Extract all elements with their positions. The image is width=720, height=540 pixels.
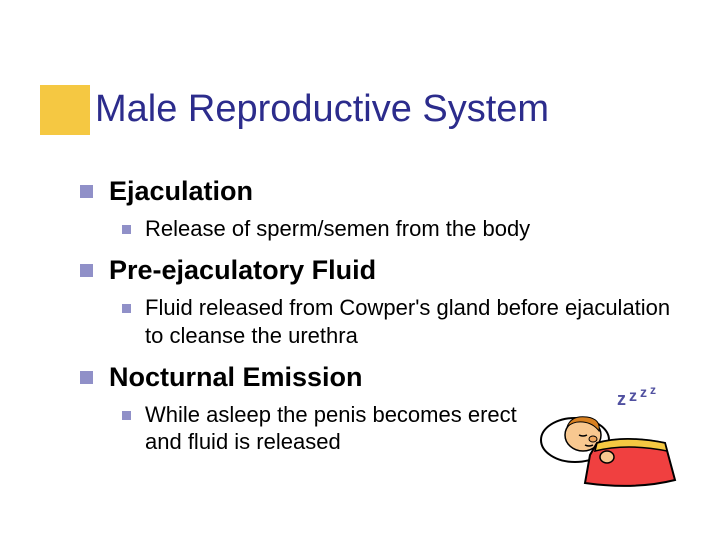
sleeping-person-clipart: z z z z	[535, 385, 685, 495]
section-heading: Pre-ejaculatory Fluid	[80, 254, 690, 288]
section-point-text: Fluid released from Cowper's gland befor…	[145, 294, 685, 349]
bullet-l1-icon	[80, 371, 93, 384]
title-accent-square	[40, 85, 90, 135]
section-heading: Ejaculation	[80, 175, 690, 209]
section-heading-text: Nocturnal Emission	[109, 361, 363, 395]
bullet-l2-icon	[122, 304, 131, 313]
section-heading-text: Ejaculation	[109, 175, 253, 209]
section-point-text: While asleep the penis becomes erect and…	[145, 401, 545, 456]
svg-text:z: z	[640, 385, 647, 400]
bullet-l1-icon	[80, 264, 93, 277]
section-heading-text: Pre-ejaculatory Fluid	[109, 254, 376, 288]
svg-text:z: z	[650, 385, 656, 397]
section-point-text: Release of sperm/semen from the body	[145, 215, 530, 243]
bullet-l2-icon	[122, 225, 131, 234]
section-point: Release of sperm/semen from the body	[122, 215, 690, 243]
svg-text:z: z	[629, 388, 637, 405]
bullet-l2-icon	[122, 411, 131, 420]
section-point: Fluid released from Cowper's gland befor…	[122, 294, 690, 349]
slide-title: Male Reproductive System	[95, 88, 549, 131]
svg-text:z: z	[617, 389, 626, 409]
bullet-l1-icon	[80, 185, 93, 198]
